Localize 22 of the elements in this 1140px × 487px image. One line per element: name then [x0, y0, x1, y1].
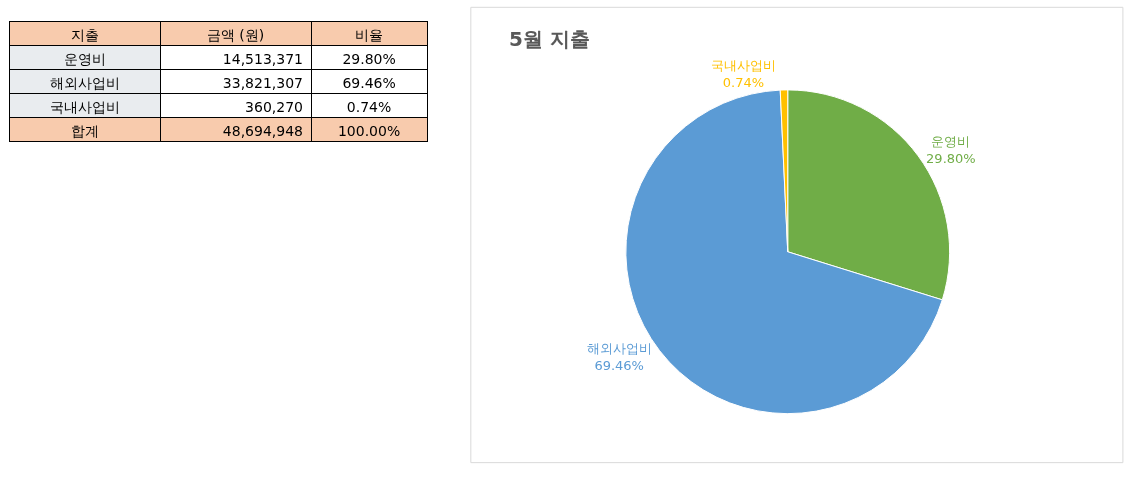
text: 33,821,307 [222, 75, 304, 92]
text: 69.46% [342, 75, 396, 92]
slice-label: 운영비 [931, 134, 971, 150]
slice-label: 해외사업비 [586, 340, 652, 356]
text: 14,513,371 [222, 51, 304, 68]
slice-label: 국내사업비 [711, 58, 776, 74]
data-label: 0.74% [722, 74, 765, 90]
text: 29.80% [342, 51, 396, 68]
text: 금액 (원) [206, 27, 265, 44]
text: 국내사업비 [49, 99, 120, 116]
text: 지출 [70, 27, 99, 44]
text: 비율 [355, 27, 384, 44]
text: 해외사업비 [49, 75, 120, 92]
chart-title: 5월 지출 [509, 27, 590, 51]
text: 48,694,948 [222, 123, 304, 140]
text: 합계 [70, 123, 99, 140]
data-label: 69.46% [594, 357, 644, 373]
text: 360,270 [245, 99, 304, 116]
data-label: 29.80% [926, 151, 976, 167]
text: 0.74% [346, 99, 392, 116]
text: 운영비 [63, 51, 106, 68]
text: 100.00% [337, 123, 401, 140]
